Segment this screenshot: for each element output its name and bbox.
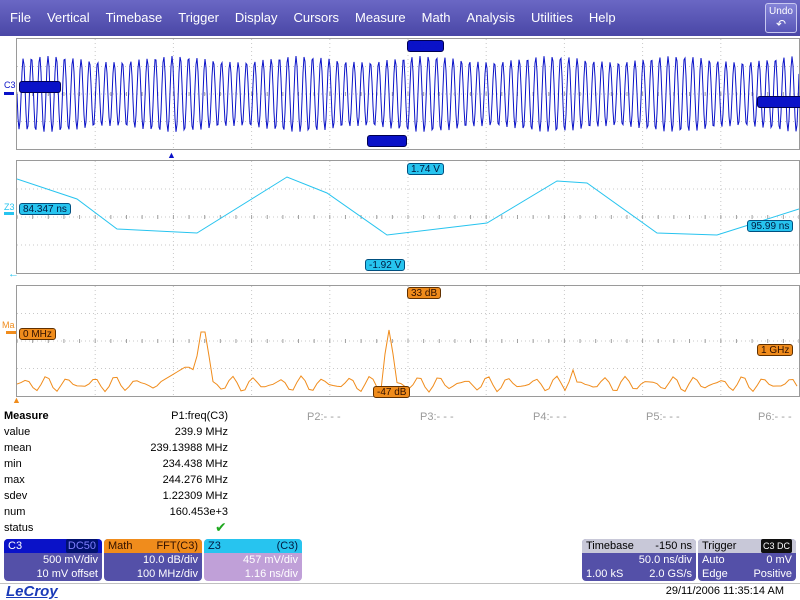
z3-vdiv: 457 mV/div — [242, 554, 298, 566]
c3-coupling-badge: DC50 — [65, 539, 98, 553]
trigger-position-marker[interactable]: ▲ — [167, 150, 176, 160]
trigger-box[interactable]: Trigger C3 DC Auto 0 mV Edge Positive — [698, 539, 796, 581]
menu-trigger[interactable]: Trigger — [178, 10, 219, 25]
z3-channel-label: Z3 — [4, 202, 15, 212]
math-position-marker[interactable]: ▲ — [12, 395, 21, 405]
undo-icon: ↶ — [775, 17, 787, 31]
status-datetime: 29/11/2006 11:35:14 AM — [665, 585, 784, 597]
measure-p6-header[interactable]: P6:- - - — [758, 411, 792, 423]
timebase-title: Timebase — [586, 540, 634, 552]
trigger-source-badge: C3 DC — [760, 539, 792, 553]
z3-top-tag: 1.74 V — [407, 163, 444, 175]
graticule — [17, 161, 799, 273]
trigger-slope: Positive — [753, 568, 792, 580]
z3-left-arrow-icon: ← — [8, 268, 19, 280]
math-box-title: Math — [108, 540, 133, 552]
menu-utilities[interactable]: Utilities — [530, 10, 573, 25]
math-hdiv: 100 MHz/div — [136, 568, 198, 580]
menu-cursors[interactable]: Cursors — [293, 10, 340, 25]
fft-math-grid[interactable]: 33 dB -47 dB 0 MHz 1 GHz — [16, 285, 800, 398]
trigger-level: 0 mV — [766, 554, 792, 566]
measure-row-label: sdev — [4, 490, 28, 502]
measure-p1-header[interactable]: P1:freq(C3) — [171, 410, 228, 422]
c3-box-title: C3 — [8, 540, 23, 552]
timebase-div: 50.0 ns/div — [638, 554, 692, 566]
lecroy-logo: LeCroy — [6, 583, 58, 600]
math-channel-box[interactable]: Math FFT(C3) 10.0 dB/div 100 MHz/div — [104, 539, 202, 581]
trigger-title: Trigger — [702, 540, 737, 552]
menu-bar: File Vertical Timebase Trigger Display C… — [0, 0, 800, 36]
measure-row-value: 1.22309 MHz — [162, 490, 228, 502]
measure-title: Measure — [4, 410, 49, 422]
math-offset-marker[interactable] — [6, 331, 16, 334]
menu-analysis[interactable]: Analysis — [466, 10, 515, 25]
c3-offset-marker[interactable] — [4, 92, 14, 95]
c3-offset: 10 mV offset — [36, 568, 98, 580]
measure-row-value: 239.13988 MHz — [150, 442, 228, 454]
menu-file[interactable]: File — [10, 10, 31, 25]
measure-status-label: status — [4, 522, 34, 534]
trigger-type: Edge — [702, 568, 728, 580]
menu-display[interactable]: Display — [234, 10, 278, 25]
measure-row-value: 239.9 MHz — [174, 426, 228, 438]
graticule — [17, 39, 799, 149]
z3-offset-marker[interactable] — [4, 212, 14, 215]
math-vdiv: 10.0 dB/div — [142, 554, 198, 566]
c3-left-tag: 250 mV — [19, 81, 62, 93]
timebase-delay: -150 ns — [655, 540, 692, 552]
graticule — [17, 286, 799, 396]
z3-zoom-grid[interactable]: 1.74 V -1.92 V 84.347 ns 95.99 ns — [16, 160, 800, 274]
c3-waveform-trace — [17, 55, 799, 132]
menu-measure[interactable]: Measure — [355, 10, 406, 25]
menu-vertical[interactable]: Vertical — [46, 10, 90, 25]
c3-vdiv: 500 mV/div — [42, 554, 98, 566]
z3-left-tag: 84.347 ns — [19, 203, 71, 215]
c3-right-tag: -250 mV — [757, 96, 800, 108]
measure-p2-header[interactable]: P2:- - - — [307, 411, 341, 423]
c3-channel-label: C3 — [4, 80, 16, 90]
z3-source: (C3) — [276, 540, 298, 552]
z3-hdiv: 1.16 ns/div — [244, 568, 298, 580]
z3-right-tag: 95.99 ns — [747, 220, 794, 232]
trigger-mode: Auto — [702, 554, 725, 566]
c3-waveform-grid[interactable]: 1.50 V -1.40 V 250 mV -250 mV — [16, 38, 800, 150]
math-bottom-tag: -47 dB — [373, 386, 411, 398]
measure-row-label: value — [4, 426, 31, 438]
measure-p4-header[interactable]: P4:- - - — [533, 411, 567, 423]
timebase-samples: 1.00 kS — [586, 568, 624, 580]
c3-channel-box[interactable]: C3 DC50 500 mV/div 10 mV offset — [4, 539, 102, 581]
measure-p5-header[interactable]: P5:- - - — [646, 411, 680, 423]
z3-box-title: Z3 — [208, 540, 221, 552]
fft-trace — [17, 329, 798, 393]
measure-row-value: 244.276 MHz — [162, 474, 228, 486]
status-bar: LeCroy 29/11/2006 11:35:14 AM — [0, 583, 800, 600]
c3-bottom-tag: -1.40 V — [367, 135, 408, 147]
math-top-tag: 33 dB — [407, 287, 442, 299]
checkmark-icon: ✔ — [215, 519, 227, 535]
measure-row-value: 160.453e+3 — [169, 506, 228, 518]
measure-table: Measure P1:freq(C3) value 239.9 MHz mean… — [0, 405, 800, 535]
math-right-tag: 1 GHz — [757, 344, 794, 356]
measure-p3-header[interactable]: P3:- - - — [420, 411, 454, 423]
timebase-box[interactable]: Timebase -150 ns 50.0 ns/div 1.00 kS 2.0 … — [582, 539, 696, 581]
math-left-tag: 0 MHz — [19, 328, 56, 340]
timebase-rate: 2.0 GS/s — [649, 568, 692, 580]
c3-top-tag: 1.50 V — [407, 40, 444, 52]
measure-row-label: min — [4, 458, 22, 470]
z3-channel-box[interactable]: Z3 (C3) 457 mV/div 1.16 ns/div — [204, 539, 302, 581]
measure-row-value: 234.438 MHz — [162, 458, 228, 470]
math-channel-label: Ma — [2, 320, 15, 330]
z3-zoom-trace — [17, 176, 799, 236]
undo-button[interactable]: Undo ↶ — [765, 3, 797, 33]
measure-row-label: num — [4, 506, 26, 518]
menu-timebase[interactable]: Timebase — [105, 10, 163, 25]
menu-math[interactable]: Math — [421, 10, 451, 25]
math-function: FFT(C3) — [156, 540, 198, 552]
undo-label: Undo — [769, 6, 793, 17]
measure-row-label: mean — [4, 442, 32, 454]
measure-row-label: max — [4, 474, 25, 486]
z3-bottom-tag: -1.92 V — [365, 259, 406, 271]
menu-help[interactable]: Help — [588, 10, 616, 25]
